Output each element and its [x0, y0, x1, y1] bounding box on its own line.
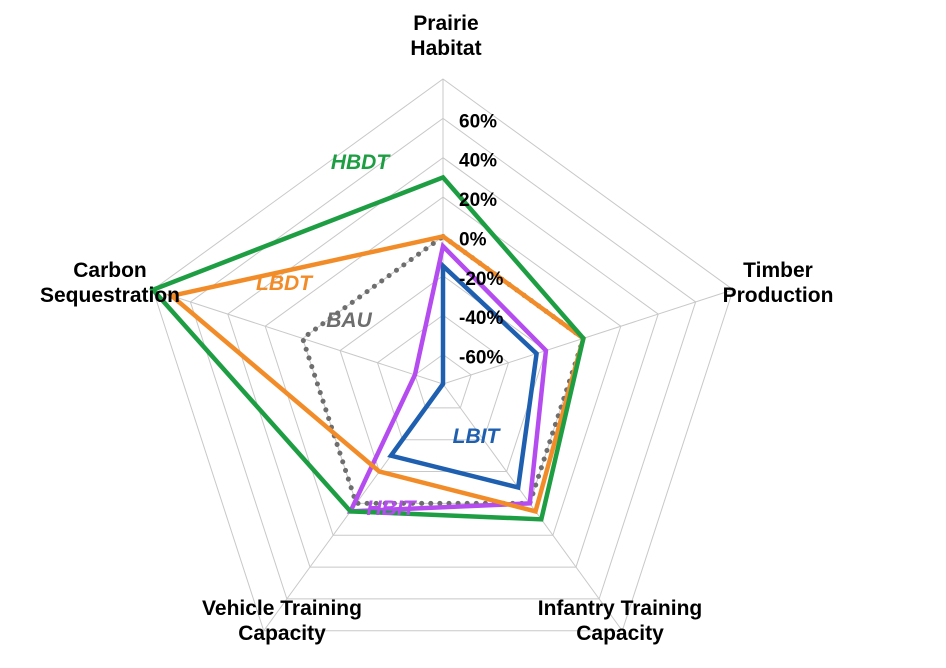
radar-series: [149, 174, 587, 522]
axis-label-vehicle-training: Vehicle Training: [202, 597, 362, 620]
series-label-hbit: HBIT: [367, 497, 418, 520]
axis-label-production: Production: [723, 284, 834, 307]
series-lbit: [387, 260, 539, 491]
axis-label-prairie: Prairie: [413, 12, 478, 35]
tick-label: 40%: [459, 151, 497, 172]
grid-ring: [189, 117, 697, 600]
axis-label-infantry-training: Infantry Training: [538, 597, 703, 620]
tick-label: -20%: [459, 269, 503, 290]
radar-tick-labels: 60% 40% 20% 0% -20% -40% -60%: [459, 111, 503, 368]
spoke-carbon-sequestration: [152, 289, 444, 385]
radar-series-labels: HBDT LBDT BAU HBIT LBIT: [256, 151, 501, 520]
spoke-timber-production: [442, 289, 734, 385]
axis-label-habitat: Habitat: [410, 37, 481, 60]
grid-ring: [376, 314, 510, 441]
series-hbit: [346, 241, 549, 514]
axis-label-capacity: Capacity: [238, 622, 326, 645]
series-label-hbdt: HBDT: [331, 151, 391, 174]
tick-label: 60%: [459, 111, 497, 132]
radar-grid: [152, 78, 734, 632]
grid-ring: [227, 157, 659, 568]
tick-label: -60%: [459, 347, 503, 368]
axis-label-timber: Timber: [743, 259, 813, 282]
series-hbdt: [149, 174, 586, 522]
series-lbdt: [166, 234, 586, 515]
series-label-bau: BAU: [326, 309, 372, 332]
axis-label-carbon: Carbon: [73, 259, 147, 282]
tick-label: 20%: [459, 190, 497, 211]
tick-label: 0%: [459, 229, 487, 250]
grid-ring: [152, 78, 734, 632]
series-label-lbit: LBIT: [453, 425, 502, 448]
grid-ring: [264, 196, 622, 536]
tick-label: -40%: [459, 308, 503, 329]
axis-label-sequestration: Sequestration: [40, 284, 180, 307]
axis-label-capacity: Capacity: [576, 622, 664, 645]
grid-ring: [414, 353, 472, 409]
spoke-infantry-training-capacity: [442, 383, 623, 632]
grid-ring: [339, 275, 547, 473]
series-label-lbdt: LBDT: [256, 272, 314, 295]
